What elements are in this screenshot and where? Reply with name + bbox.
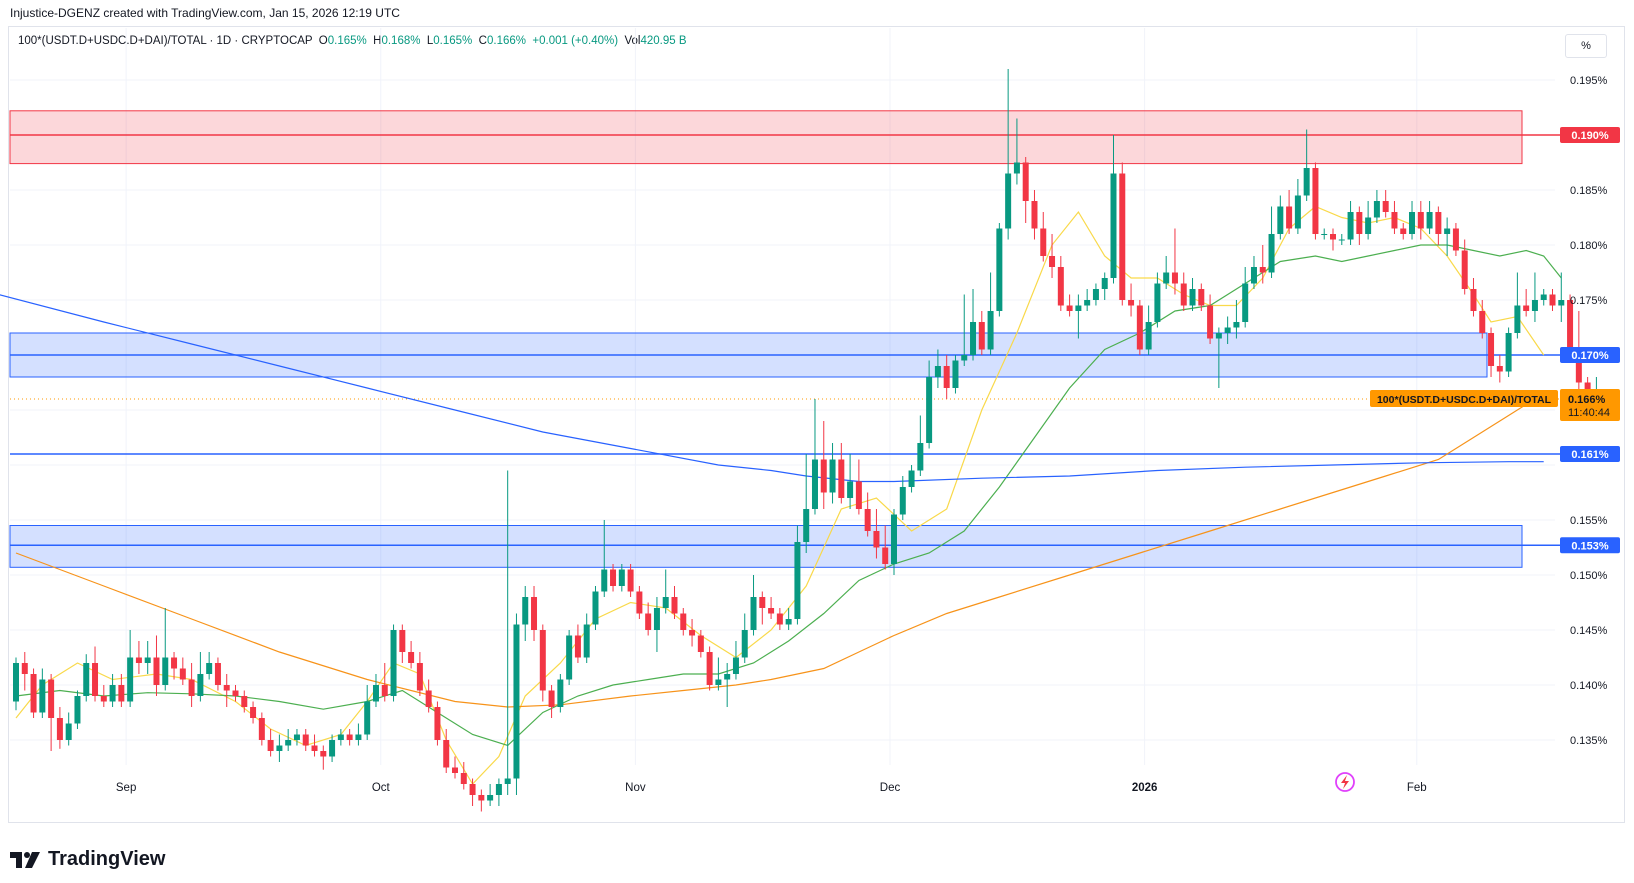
low-value: 0.165% [433, 35, 473, 47]
close-label: C [478, 35, 487, 47]
chart-frame [8, 26, 1625, 823]
change-value: +0.001 (+0.40%) [532, 35, 619, 47]
volume-label: Vol [624, 35, 641, 47]
volume-value: 420.95 B [640, 35, 687, 47]
open-label: O [318, 35, 328, 47]
symbol-title[interactable]: 100*(USDT.D+USDC.D+DAI)/TOTAL · 1D · CRY… [18, 35, 313, 47]
high-label: H [373, 35, 382, 47]
tradingview-logo-icon [10, 851, 40, 868]
symbol-legend: 100*(USDT.D+USDC.D+DAI)/TOTAL · 1D · CRY… [18, 35, 687, 47]
high-value: 0.168% [381, 35, 421, 47]
close-value: 0.166% [486, 35, 526, 47]
percent-scale-button[interactable]: % [1565, 34, 1607, 58]
low-label: L [426, 35, 434, 47]
tradingview-logo[interactable]: TradingView [10, 848, 165, 871]
chart-attribution: Injustice-DGENZ created with TradingView… [10, 6, 400, 20]
tradingview-logo-text: TradingView [48, 848, 166, 870]
open-value: 0.165% [327, 35, 367, 47]
